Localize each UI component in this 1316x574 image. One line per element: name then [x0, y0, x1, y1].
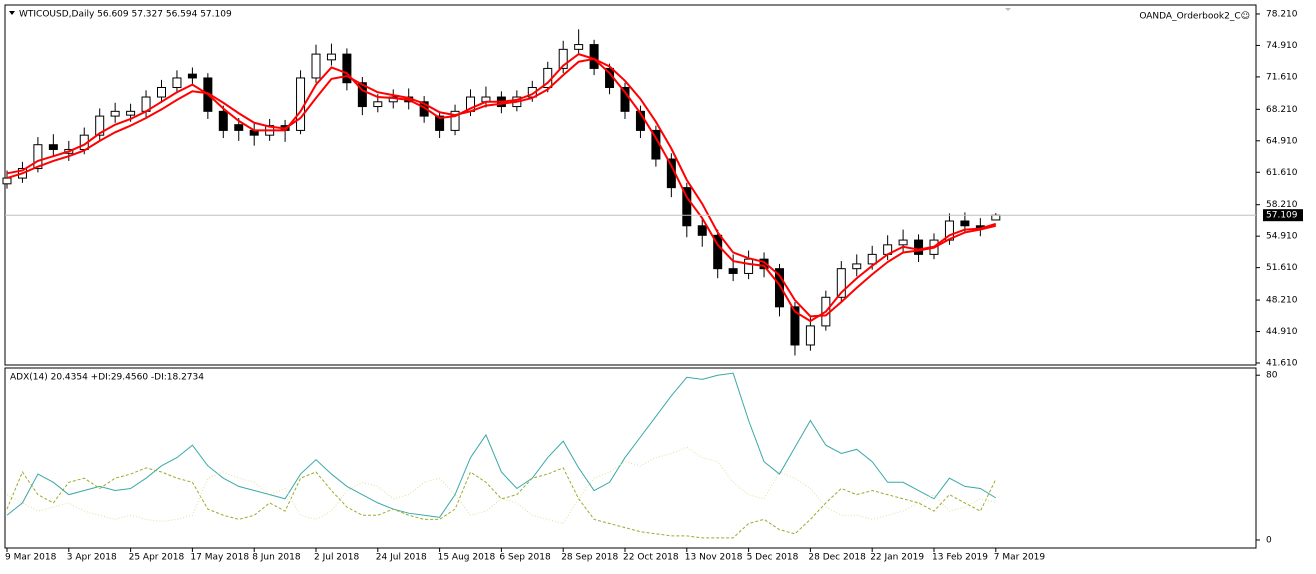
y-tick-label: 61.610 [1266, 168, 1298, 178]
y-tick-label: 74.910 [1266, 41, 1298, 51]
x-tick-label: 7 Mar 2019 [994, 553, 1046, 563]
y-tick-label: 51.610 [1266, 263, 1298, 273]
candle-body [790, 306, 800, 346]
candle-body [960, 220, 970, 227]
x-tick-label: 13 Feb 2019 [932, 553, 988, 563]
candle-body [898, 239, 908, 246]
y-tick-label: 48.210 [1266, 296, 1298, 306]
candle-body [234, 124, 244, 131]
candle-body [357, 82, 367, 108]
series-line [6, 57, 997, 318]
indicator-title: ADX(14) 20.4354 +DI:29.4560 -DI:18.2734 [10, 373, 204, 383]
y-tick-label: 71.610 [1266, 72, 1298, 82]
y-tick-label: 64.910 [1266, 136, 1298, 146]
candle-body [991, 214, 1001, 221]
candle-body [574, 44, 584, 50]
y-tick-label: 68.210 [1266, 105, 1298, 115]
series-line [6, 53, 997, 323]
x-tick-label: 13 Nov 2018 [685, 553, 743, 563]
candle-body [33, 144, 43, 170]
candle-body [2, 177, 12, 185]
candle-body [450, 110, 460, 131]
y-tick-label: 58.210 [1266, 200, 1298, 210]
x-tick-label: 22 Oct 2018 [623, 553, 679, 563]
candle-body [435, 115, 445, 131]
indicator-pane [4, 367, 1257, 549]
series-line [6, 446, 996, 525]
candle-body [682, 187, 692, 227]
x-tick-label: 15 Aug 2018 [438, 553, 496, 563]
x-tick-label: 8 Jun 2018 [252, 553, 301, 563]
x-tick-label: 22 Jan 2019 [870, 553, 924, 563]
series-line [6, 372, 997, 518]
candle-body [373, 101, 383, 108]
candle-body [836, 268, 846, 298]
collapse-arrow [9, 11, 15, 15]
candle-body [775, 268, 784, 308]
x-tick-label: 9 Mar 2018 [5, 553, 57, 563]
candle-body [713, 234, 723, 270]
shift-marker [1005, 8, 1011, 11]
x-tick-label: 24 Jul 2018 [376, 553, 427, 563]
chart-title: WTICOUSD,Daily 56.609 57.327 56.594 57.1… [19, 10, 232, 20]
candle-body [95, 115, 105, 136]
last-price-box [1263, 209, 1303, 222]
candle-body [218, 110, 228, 131]
x-tick-label: 17 May 2018 [190, 553, 249, 563]
candle-body [342, 53, 352, 84]
y-tick-label: 44.910 [1266, 327, 1298, 337]
y-tick-label: 78.210 [1266, 9, 1298, 19]
x-tick-label: 6 Sep 2018 [499, 553, 551, 563]
candle-body [697, 225, 707, 236]
candle-body [157, 86, 166, 98]
candle-body [311, 53, 321, 79]
candle-body [620, 86, 630, 112]
x-tick-label: 28 Sep 2018 [561, 553, 618, 563]
candle-body [744, 258, 754, 274]
candle-body [110, 110, 120, 117]
x-tick-label: 2 Jul 2018 [314, 553, 359, 563]
x-tick-label: 3 Apr 2018 [67, 553, 117, 563]
x-tick-label: 25 Apr 2018 [129, 553, 185, 563]
annotation: OANDA_Orderbook2_C☺ [1139, 11, 1250, 22]
candle-body [589, 44, 599, 69]
candle-body [172, 77, 182, 88]
candle-body [419, 101, 429, 117]
y-tick-label: 41.610 [1266, 358, 1298, 368]
y-tick-label: 0 [1266, 535, 1272, 545]
candle-body [759, 258, 769, 270]
candle-body [187, 73, 197, 79]
candle-body [558, 48, 568, 69]
candle-body [728, 268, 738, 274]
last-price-label: 57.109 [1266, 211, 1298, 221]
x-tick-label: 5 Dec 2018 [747, 553, 799, 563]
candle-body [296, 77, 306, 131]
y-tick-label: 54.910 [1266, 232, 1298, 242]
candle-body [805, 325, 815, 346]
price-pane [4, 4, 1257, 366]
y-tick-label: 80 [1266, 371, 1278, 381]
candle-body [48, 144, 58, 150]
x-tick-label: 28 Dec 2018 [808, 553, 866, 563]
candle-body [326, 53, 336, 61]
candle-body [126, 110, 136, 116]
candle-body [852, 263, 862, 270]
candle-body [867, 253, 877, 265]
candle-body [914, 239, 924, 255]
